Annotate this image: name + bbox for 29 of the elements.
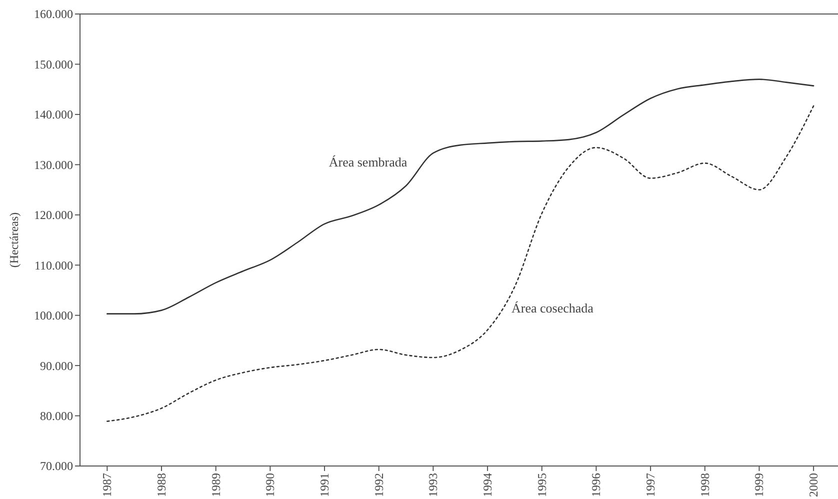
x-tick-label: 2000 — [806, 473, 821, 497]
x-tick-label: 1993 — [426, 473, 440, 497]
y-tick-label: 120.000 — [34, 208, 73, 222]
line-series — [106, 78, 814, 314]
y-tick-label: 150.000 — [34, 57, 73, 72]
y-tick-label: 90.000 — [40, 358, 73, 373]
x-tick-label: 1991 — [318, 473, 332, 497]
x-tick-label: 1994 — [480, 473, 495, 497]
x-tick-label: 1989 — [208, 473, 223, 497]
y-tick-label: 130.000 — [34, 158, 73, 172]
y-tick-label: 100.000 — [34, 308, 73, 323]
x-tick-label: 1990 — [263, 473, 278, 497]
x-tick-label: 1996 — [589, 473, 604, 497]
x-tick-label: 1997 — [644, 473, 658, 497]
y-tick-label: 110.000 — [34, 258, 73, 272]
line-series — [106, 105, 814, 422]
x-tick-label: 1988 — [154, 473, 169, 497]
y-axis-title: (Hectáreas) — [7, 212, 22, 268]
x-tick-label: 1998 — [698, 473, 712, 497]
annotation: Área sembrada — [328, 154, 408, 170]
x-tick-label: 1992 — [372, 473, 386, 497]
y-tick-label: 160.000 — [34, 7, 73, 22]
y-tick-label: 140.000 — [34, 108, 73, 122]
x-tick-label: 1987 — [100, 473, 114, 497]
y-tick-label: 80.000 — [40, 408, 73, 423]
annotation: Área cosechada — [512, 300, 594, 316]
x-tick-label: 1999 — [752, 473, 766, 497]
y-tick-label: 70.000 — [40, 459, 73, 474]
x-tick-label: 1995 — [534, 473, 549, 497]
